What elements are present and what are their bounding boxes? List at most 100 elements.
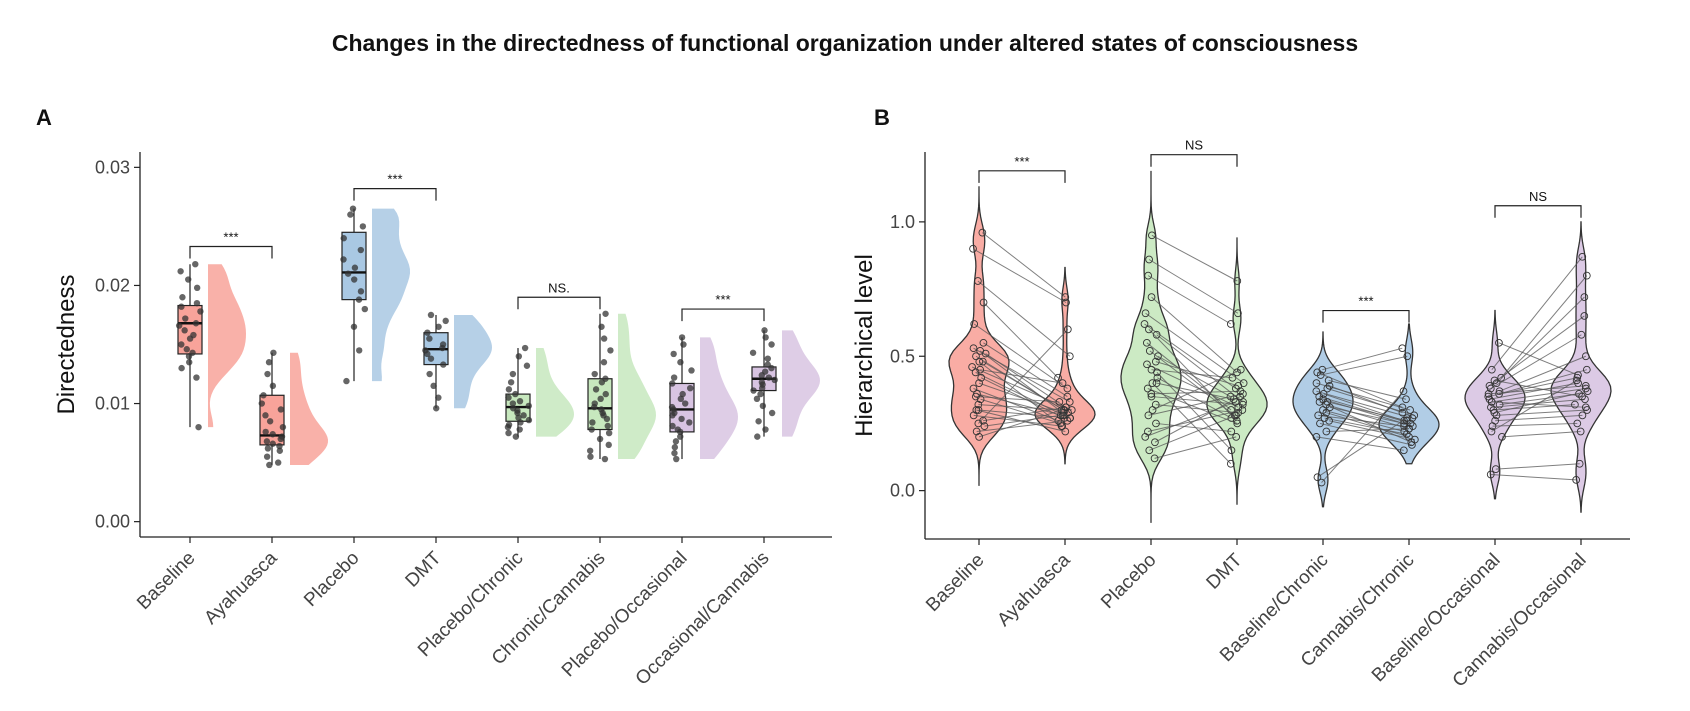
data-point <box>178 364 185 372</box>
pair-line <box>983 342 1068 397</box>
data-point <box>515 353 523 360</box>
data-point <box>1231 398 1240 406</box>
data-point <box>276 447 284 454</box>
data-point <box>605 441 612 449</box>
data-point <box>682 400 689 407</box>
pair-line <box>1329 385 1403 414</box>
data-point <box>516 426 523 433</box>
data-point <box>761 327 768 334</box>
data-point <box>968 363 976 371</box>
data-point <box>686 419 693 426</box>
pair-line <box>1500 275 1588 379</box>
data-point <box>677 395 685 403</box>
data-point <box>1153 373 1162 382</box>
pair-line <box>1319 422 1413 446</box>
data-point <box>1065 352 1074 361</box>
data-point <box>507 379 515 386</box>
data-point <box>521 344 529 352</box>
data-point <box>600 335 608 342</box>
data-point <box>587 453 594 460</box>
pair-line <box>1146 363 1239 408</box>
pair-line <box>979 350 1071 419</box>
data-point <box>977 373 986 382</box>
data-point <box>972 352 980 361</box>
data-point <box>1141 309 1150 318</box>
data-point <box>1147 392 1156 401</box>
data-point <box>688 367 695 374</box>
significance-bracket <box>1322 309 1410 323</box>
data-point <box>1145 325 1153 334</box>
data-point <box>426 370 433 378</box>
pair-line <box>975 396 1060 403</box>
violin <box>1550 221 1612 513</box>
data-point <box>601 455 609 463</box>
pair-line <box>1145 312 1244 384</box>
data-point <box>264 445 272 452</box>
significance-bracket <box>978 170 1066 183</box>
violin <box>1120 170 1182 523</box>
pair-line <box>1496 409 1588 416</box>
data-point <box>182 315 189 322</box>
data-point <box>1057 406 1066 414</box>
data-point <box>1325 381 1334 390</box>
violin <box>948 186 1010 486</box>
data-point <box>677 428 684 436</box>
y-axis-title: Hierarchical level <box>851 254 878 437</box>
data-point <box>193 284 201 292</box>
data-point <box>1487 403 1495 412</box>
data-point <box>979 298 988 307</box>
data-point <box>1575 459 1584 468</box>
data-point <box>1313 473 1322 482</box>
significance-label: NS. <box>548 280 570 295</box>
data-point <box>357 246 365 254</box>
significance-bracket <box>517 296 601 310</box>
data-point <box>276 442 283 450</box>
significance-label: *** <box>223 229 238 244</box>
data-point <box>1491 465 1500 473</box>
data-point <box>673 455 680 463</box>
data-point <box>1495 338 1503 347</box>
data-point <box>764 355 771 362</box>
data-point <box>602 390 609 398</box>
data-point <box>1236 365 1245 374</box>
pair-line <box>975 371 1064 416</box>
data-point <box>183 346 190 353</box>
pair-line <box>1317 417 1408 478</box>
data-point <box>598 379 606 386</box>
data-point <box>1490 408 1499 417</box>
x-category-label: Baseline <box>133 548 199 614</box>
data-point <box>1152 419 1160 428</box>
pair-line <box>1329 406 1405 424</box>
data-point <box>759 402 767 410</box>
data-point <box>1399 387 1408 396</box>
x-category-label: Ayahuasca <box>200 547 281 628</box>
data-point <box>1144 411 1153 420</box>
data-point <box>1232 416 1241 425</box>
data-point <box>598 323 605 330</box>
data-point <box>1578 252 1587 261</box>
data-point <box>1227 446 1236 455</box>
x-category-label: Placebo <box>1097 550 1160 613</box>
data-point <box>178 303 185 310</box>
data-point <box>1143 360 1151 369</box>
y-tick-label: 0.02 <box>95 275 130 295</box>
data-point <box>279 423 287 431</box>
data-point <box>439 344 446 352</box>
data-point <box>1317 478 1326 487</box>
data-point <box>350 323 358 330</box>
data-point <box>978 228 987 237</box>
y-tick-label: 0.00 <box>95 512 130 532</box>
pair-line <box>1155 361 1239 387</box>
data-point <box>758 372 765 379</box>
data-point <box>974 400 983 409</box>
data-point <box>344 270 352 277</box>
data-point <box>1232 411 1240 420</box>
data-point <box>1398 403 1407 412</box>
panel-a-label: A <box>36 105 52 130</box>
pair-line <box>1326 428 1409 432</box>
y-axis-title: Directedness <box>53 274 80 414</box>
data-point <box>591 370 598 378</box>
data-point <box>269 440 276 447</box>
data-point <box>974 406 983 414</box>
